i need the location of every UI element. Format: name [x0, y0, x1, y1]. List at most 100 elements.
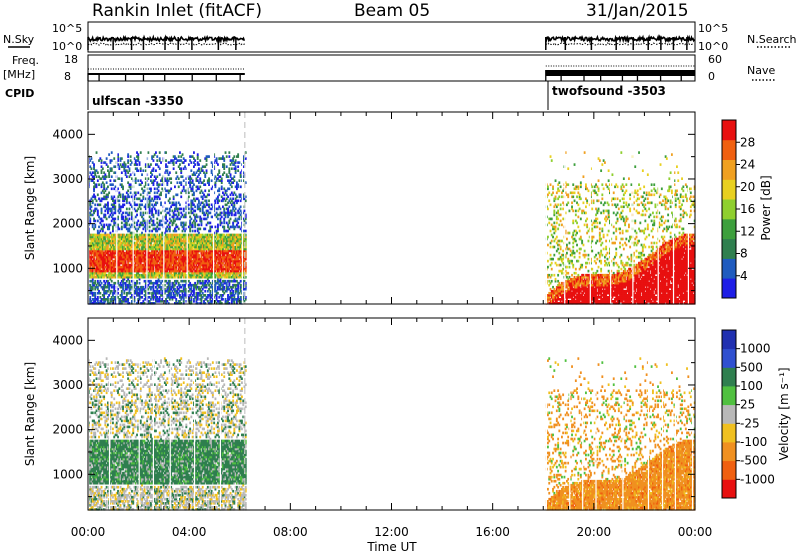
heatmap-cell — [133, 163, 136, 166]
scan-gap — [241, 112, 243, 304]
heatmap-cell — [199, 259, 202, 263]
heatmap-cell — [152, 235, 155, 239]
heatmap-cell — [122, 277, 124, 281]
heatmap-cell — [123, 255, 126, 259]
heatmap-cell — [198, 199, 200, 203]
heatmap-cell — [208, 255, 210, 259]
heatmap-cell — [191, 155, 194, 158]
heatmap-cell — [133, 203, 136, 207]
heatmap-cell — [148, 261, 151, 265]
heatmap-cell — [105, 235, 108, 239]
heatmap-cell — [166, 247, 169, 251]
heatmap-cell — [193, 233, 195, 237]
heatmap-cell — [124, 251, 127, 255]
heatmap-cell — [95, 302, 98, 305]
heatmap-cell — [120, 261, 123, 265]
heatmap-cell — [129, 271, 132, 275]
heatmap-cell — [205, 195, 208, 199]
heatmap-cell — [187, 211, 190, 215]
heatmap-cell — [208, 179, 210, 183]
heatmap-cell — [163, 179, 166, 183]
heatmap-cell — [98, 263, 100, 267]
heatmap-cell — [129, 235, 132, 239]
heatmap-cell — [194, 243, 197, 247]
heatmap-cell — [131, 261, 133, 265]
heatmap-cell — [89, 243, 92, 247]
heatmap-cell — [170, 237, 173, 241]
heatmap-cell — [155, 239, 157, 243]
heatmap-cell — [94, 183, 97, 187]
heatmap-cell — [195, 197, 198, 201]
heatmap-cell — [171, 249, 174, 253]
nsky-trace — [545, 34, 696, 44]
heatmap-cell — [114, 179, 117, 183]
heatmap-cell — [174, 237, 176, 241]
heatmap-cell — [127, 171, 130, 175]
heatmap-cell — [91, 281, 94, 285]
heatmap-cell — [153, 247, 156, 251]
heatmap-cell — [100, 241, 103, 245]
heatmap-cell — [120, 237, 123, 241]
heatmap-cell — [165, 298, 167, 301]
heatmap-cell — [174, 275, 176, 279]
heatmap-cell — [100, 237, 103, 241]
heatmap-cell — [171, 239, 174, 243]
heatmap-cell — [118, 273, 121, 277]
heatmap-cell — [110, 265, 113, 269]
heatmap-cell — [148, 291, 151, 295]
heatmap-cell — [94, 169, 97, 173]
heatmap-cell — [147, 302, 150, 305]
heatmap-cell — [141, 273, 143, 277]
heatmap-cell — [100, 227, 103, 231]
heatmap-cell — [104, 251, 107, 255]
heatmap-cell — [208, 155, 210, 158]
heatmap-cell — [194, 239, 197, 243]
heatmap-cell — [205, 203, 208, 207]
heatmap-cell — [163, 271, 166, 275]
heatmap-cell — [133, 195, 136, 199]
heatmap-cell — [100, 243, 103, 247]
heatmap-cell — [93, 263, 95, 267]
heatmap-cell — [96, 300, 99, 303]
heatmap-cell — [139, 167, 142, 171]
heatmap-cell — [101, 253, 104, 257]
heatmap-cell — [104, 271, 107, 275]
heatmap-cell — [200, 249, 203, 253]
heatmap-cell — [139, 251, 142, 255]
heatmap-cell — [194, 235, 197, 239]
heatmap-cell — [182, 209, 185, 213]
heatmap-cell — [187, 207, 190, 211]
heatmap-cell — [204, 283, 207, 287]
heatmap-cell — [234, 159, 237, 162]
heatmap-cell — [166, 243, 169, 247]
heatmap-cell — [166, 257, 169, 261]
heatmap-cell — [94, 269, 97, 273]
heatmap-cell — [141, 259, 143, 263]
heatmap-cell — [100, 255, 103, 259]
heatmap-cell — [157, 269, 160, 273]
heatmap-cell — [148, 229, 151, 233]
heatmap-cell — [182, 227, 185, 231]
heatmap-cell — [124, 165, 127, 169]
heatmap-cell — [101, 243, 104, 247]
heatmap-cell — [151, 291, 154, 295]
heatmap-cell — [122, 235, 124, 239]
heatmap-cell — [153, 187, 156, 191]
heatmap-cell — [161, 289, 164, 293]
heatmap-cell — [127, 181, 130, 185]
heatmap-cell — [167, 239, 170, 243]
heatmap-cell — [150, 237, 152, 241]
heatmap-cell — [201, 261, 204, 265]
heatmap-cell — [190, 245, 193, 249]
heatmap-cell — [193, 171, 195, 175]
heatmap-cell — [156, 257, 159, 261]
heatmap-cell — [166, 255, 169, 259]
heatmap-cell — [114, 267, 117, 271]
heatmap-cell — [93, 273, 95, 277]
heatmap-cell — [177, 201, 180, 205]
heatmap-cell — [134, 237, 137, 241]
heatmap-cell — [201, 191, 204, 195]
heatmap-cell — [200, 285, 203, 289]
